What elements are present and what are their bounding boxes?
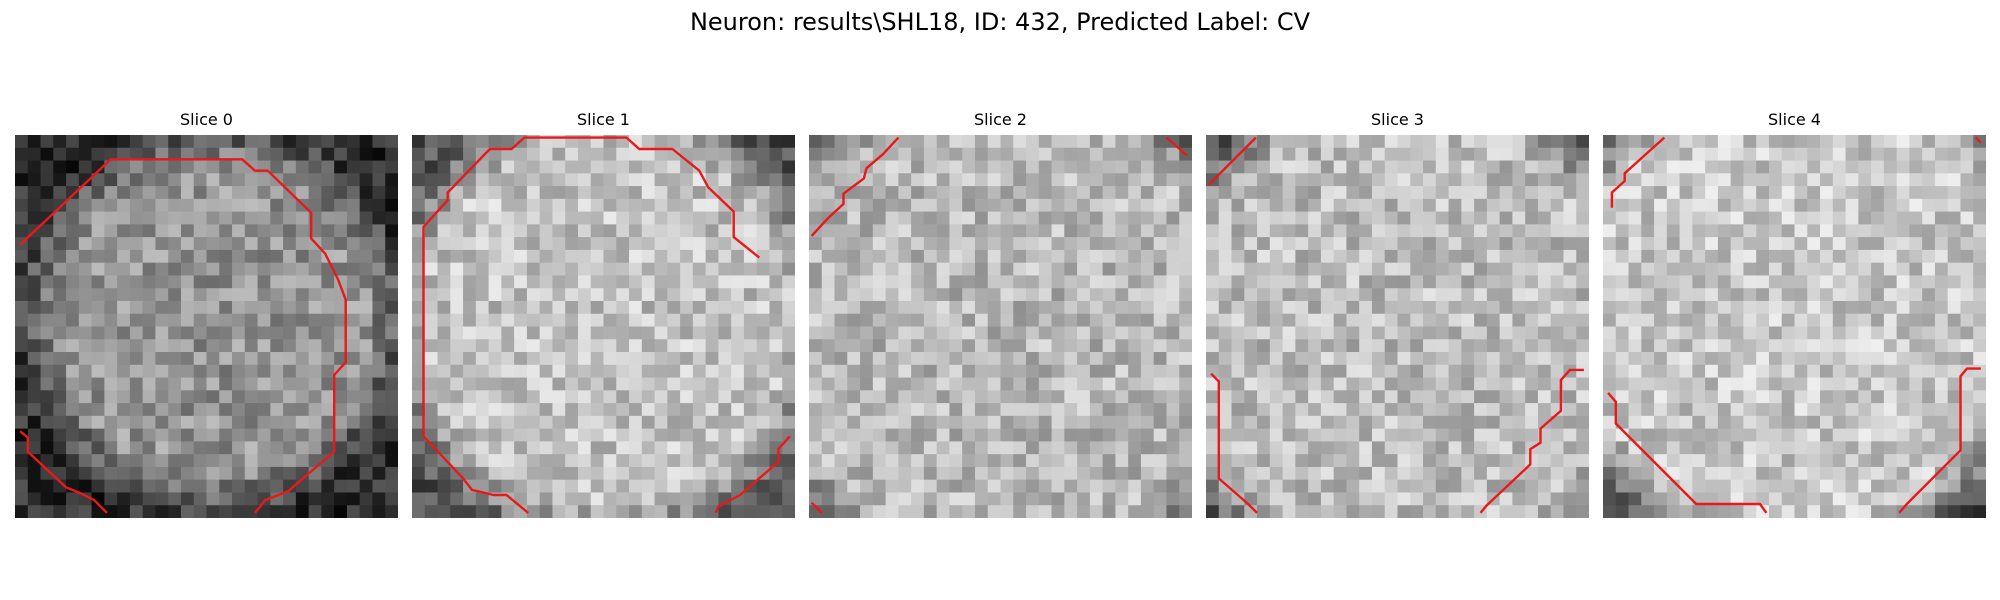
slice-image: [809, 135, 1192, 518]
cell-contour: [1207, 136, 1257, 186]
slice-title: Slice 4: [1768, 110, 1821, 129]
slice-title: Slice 3: [1371, 110, 1424, 129]
cell-contour: [1898, 367, 1981, 514]
cell-contour: [810, 136, 900, 237]
cell-contour: [1974, 136, 1982, 144]
cell-contour: [714, 435, 791, 514]
slice-image: [1603, 135, 1986, 518]
slice-panel-0: Slice 0: [15, 110, 398, 518]
cell-contour: [19, 158, 347, 514]
figure-title: Neuron: results\SHL18, ID: 432, Predicte…: [689, 8, 1311, 36]
slice-panel-4: Slice 4: [1603, 110, 1986, 518]
slice-image: [1206, 135, 1589, 518]
slice-panel-1: Slice 1: [412, 110, 795, 518]
slice-title: Slice 0: [180, 110, 233, 129]
cell-contour: [1610, 136, 1666, 208]
slice-image: [412, 135, 795, 518]
slice-panel-3: Slice 3: [1206, 110, 1589, 518]
cell-contour: [810, 501, 823, 514]
cell-contour: [1210, 372, 1258, 514]
cell-contour: [1165, 136, 1188, 157]
cell-contour: [1479, 368, 1584, 514]
cell-contour: [422, 136, 761, 514]
slice-panel-2: Slice 2: [809, 110, 1192, 518]
slice-title: Slice 2: [974, 110, 1027, 129]
cell-contour: [1607, 392, 1768, 514]
slice-title: Slice 1: [577, 110, 630, 129]
cell-contour: [19, 430, 108, 514]
slice-image: [15, 135, 398, 518]
